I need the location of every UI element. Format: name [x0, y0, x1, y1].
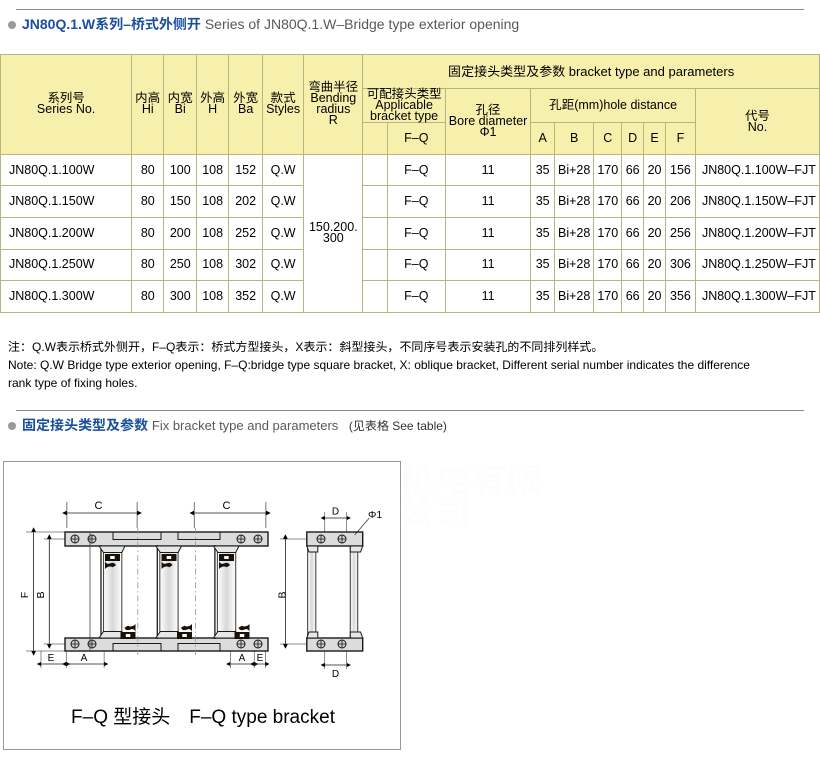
svg-text:C: C [95, 500, 103, 512]
svg-text:A: A [81, 653, 88, 664]
svg-text:F: F [19, 592, 31, 598]
svg-text:B: B [276, 591, 288, 598]
svg-text:D: D [332, 507, 339, 518]
svg-text:E: E [48, 653, 55, 664]
svg-text:C: C [223, 500, 231, 512]
svg-text:F–Q 型接头 F–Q type bracket: F–Q 型接头 F–Q type bracket [71, 706, 336, 728]
svg-text:E: E [257, 653, 264, 664]
svg-text:B: B [35, 591, 47, 598]
svg-text:Φ1: Φ1 [368, 509, 382, 521]
svg-text:D: D [332, 669, 339, 680]
svg-text:A: A [239, 653, 246, 664]
